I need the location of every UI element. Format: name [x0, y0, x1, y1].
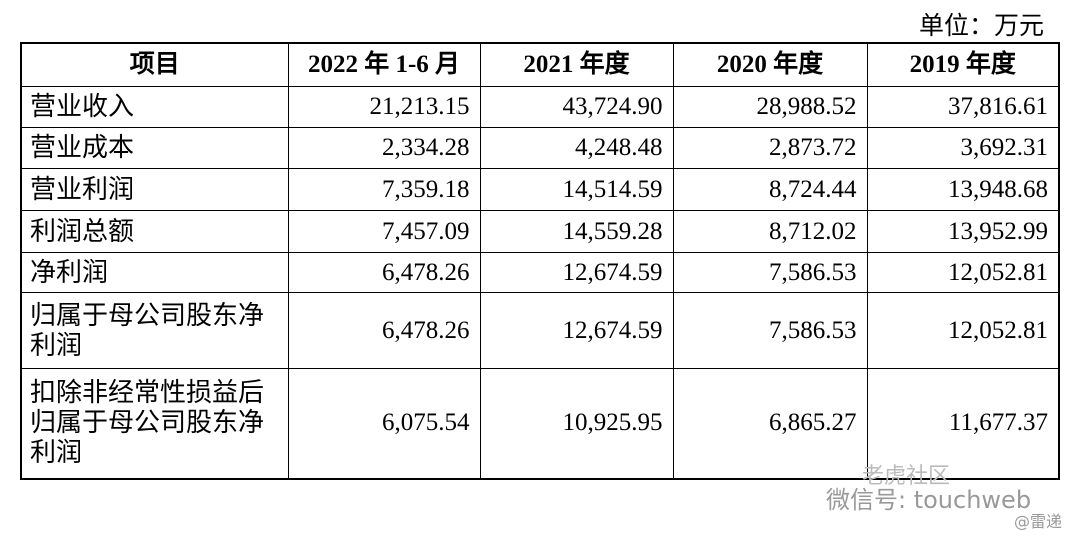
value-cell: 13,948.68 — [866, 168, 1060, 211]
watermark-source: @雷递 — [1013, 512, 1062, 531]
value-cell: 21,213.15 — [287, 86, 481, 128]
header-cell: 项目 — [20, 42, 289, 87]
value-cell: 14,514.59 — [479, 168, 674, 211]
value-cell: 3,692.31 — [866, 127, 1060, 169]
table-body: 营业收入 21,213.15 43,724.90 28,988.52 37,816.61… — [20, 86, 1060, 479]
value-cell: 2,334.28 — [287, 127, 481, 169]
watermark-account: 微信号: touchweb — [826, 486, 1032, 514]
value-cell: 4,248.48 — [479, 127, 674, 169]
financial-table: 项目 2022 年 1-6 月 2021 年度 2020 年度 2019 年度 营业收入… — [20, 42, 1060, 480]
unit-label: 单位：万元 — [918, 13, 1044, 40]
value-cell: 28,988.52 — [672, 86, 868, 128]
watermark-brand: 老虎社区 — [861, 464, 950, 489]
row-label: 营业利润 — [20, 168, 289, 211]
value-cell: 8,724.44 — [672, 168, 868, 211]
value-cell: 7,586.53 — [672, 252, 868, 293]
header-cell: 2022 年 1-6 月 — [287, 42, 481, 87]
table-row: 营业成本 2,334.28 4,248.48 2,873.72 3,692.31 — [20, 127, 1060, 169]
value-cell: 13,952.99 — [866, 210, 1060, 253]
table-row: 归属于母公司股东净利润 6,478.26 12,674.59 7,586.53 12,0… — [20, 292, 1060, 369]
value-cell: 2,873.72 — [672, 127, 868, 169]
header-cell: 2020 年度 — [672, 42, 868, 87]
value-cell: 6,478.26 — [287, 292, 481, 369]
value-cell: 7,586.53 — [672, 292, 868, 369]
row-label: 利润总额 — [20, 210, 289, 253]
value-cell: 11,677.37 — [866, 368, 1060, 479]
table-row: 营业收入 21,213.15 43,724.90 28,988.52 37,816.61 — [20, 86, 1060, 128]
table-row: 扣除非经常性损益后归属于母公司股东净利润 6,075.54 10,925.95 6,8… — [20, 368, 1060, 479]
value-cell: 7,359.18 — [287, 168, 481, 211]
row-label: 净利润 — [20, 252, 289, 293]
row-label: 扣除非经常性损益后归属于母公司股东净利润 — [20, 368, 289, 479]
value-cell: 6,075.54 — [287, 368, 481, 479]
value-cell: 12,674.59 — [479, 252, 674, 293]
value-cell: 6,478.26 — [287, 252, 481, 293]
value-cell: 12,674.59 — [479, 292, 674, 369]
header-cell: 2019 年度 — [866, 42, 1060, 87]
value-cell: 14,559.28 — [479, 210, 674, 253]
table-row: 净利润 6,478.26 12,674.59 7,586.53 12,052.81 — [20, 252, 1060, 293]
header-cell: 2021 年度 — [479, 42, 674, 87]
value-cell: 10,925.95 — [479, 368, 674, 479]
row-label: 营业收入 — [20, 86, 289, 128]
row-label: 营业成本 — [20, 127, 289, 169]
table-row: 利润总额 7,457.09 14,559.28 8,712.02 13,952.99 — [20, 210, 1060, 253]
value-cell: 6,865.27 — [672, 368, 868, 479]
value-cell: 37,816.61 — [866, 86, 1060, 128]
value-cell: 7,457.09 — [287, 210, 481, 253]
value-cell: 12,052.81 — [866, 292, 1060, 369]
row-label: 归属于母公司股东净利润 — [20, 292, 289, 369]
table-row: 营业利润 7,359.18 14,514.59 8,724.44 13,948.68 — [20, 168, 1060, 211]
value-cell: 12,052.81 — [866, 252, 1060, 293]
value-cell: 43,724.90 — [479, 86, 674, 128]
value-cell: 8,712.02 — [672, 210, 868, 253]
header-row: 项目 2022 年 1-6 月 2021 年度 2020 年度 2019 年度 — [20, 42, 1060, 87]
